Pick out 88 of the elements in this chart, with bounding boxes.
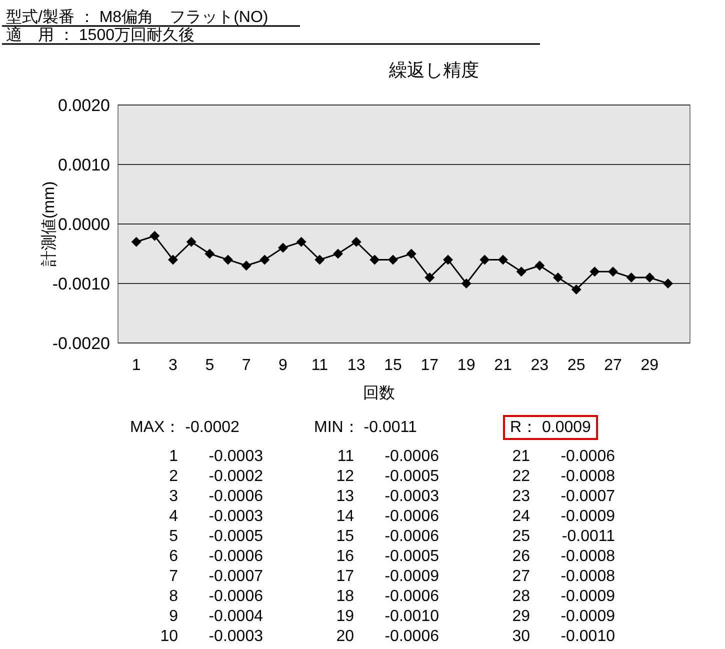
text: 16 -0.0005 [336, 548, 439, 565]
text: R： 0.0009 [510, 419, 592, 436]
point [388, 254, 398, 265]
text: 11 -0.0006 [337, 448, 439, 465]
x-tick-label: 1 [132, 357, 141, 374]
text: 10 -0.0003 [160, 628, 263, 645]
point [296, 236, 306, 247]
x-tick-label: 17 [420, 357, 439, 374]
text: 29 -0.0009 [512, 608, 615, 625]
text: 9 -0.0004 [169, 608, 263, 625]
x-tick-label: 7 [242, 357, 251, 374]
point [553, 272, 563, 283]
x-tick-label: 19 [457, 357, 476, 374]
chart-title: 繰返し精度 [388, 60, 479, 80]
point [480, 254, 490, 265]
text: 20 -0.0006 [336, 628, 439, 645]
y-tick-label: 0.0020 [58, 96, 110, 115]
text: 8 -0.0006 [169, 588, 263, 605]
point [131, 236, 142, 247]
x-tick-label: 13 [347, 357, 366, 374]
point [241, 260, 252, 271]
text: 26 -0.0008 [512, 548, 615, 565]
text: 型式/製番 ： M8偏角 フラット(NO) [6, 8, 268, 26]
text: 27 -0.0008 [512, 568, 615, 585]
text: 22 -0.0008 [512, 468, 615, 485]
text: 7 -0.0007 [169, 568, 263, 585]
point [424, 272, 435, 283]
text: 14 -0.0006 [336, 508, 439, 525]
point [663, 278, 673, 288]
point [186, 236, 196, 247]
point [534, 260, 545, 271]
text: 12 -0.0005 [336, 468, 439, 485]
text: 13 -0.0003 [336, 488, 439, 505]
point [406, 248, 416, 259]
text: 19 -0.0010 [336, 608, 439, 625]
y-tick-label: 0.0010 [58, 156, 110, 174]
text: 5 -0.0005 [169, 528, 263, 545]
x-tick-label: 25 [567, 357, 586, 374]
y-tick-label: -0.0010 [52, 274, 110, 294]
point [333, 248, 343, 259]
x-tick-label: 21 [494, 357, 512, 374]
text: 6 -0.0006 [169, 548, 263, 565]
text: 23 -0.0007 [512, 488, 615, 505]
x-tick-label: 3 [168, 357, 178, 374]
point [516, 266, 526, 277]
x-tick-label: 11 [311, 357, 328, 374]
text: 21 -0.0006 [512, 448, 615, 465]
y-tick-label: -0.0020 [52, 334, 110, 353]
point [608, 266, 618, 277]
text: 30 -0.0010 [512, 628, 615, 645]
x-tick-label: 23 [530, 357, 549, 374]
x-tick-label: 9 [278, 357, 288, 374]
text: 1 -0.0003 [169, 448, 263, 465]
text: 24 -0.0009 [512, 508, 615, 525]
x-tick-label: 15 [384, 357, 402, 374]
x-tick-label: 5 [205, 357, 214, 374]
text: 15 -0.0006 [336, 528, 439, 545]
y-axis-title: 計測値(mm) [40, 181, 58, 267]
text: 18 -0.0006 [336, 588, 439, 605]
point [204, 248, 215, 259]
text: 適 用 ： 1500万回耐久後 [6, 26, 194, 44]
text: 25 -0.0011 [512, 528, 615, 545]
y-tick-label: 0.0000 [58, 215, 110, 234]
x-tick-label: 29 [640, 357, 659, 374]
point [498, 254, 508, 265]
point [644, 272, 655, 283]
point [351, 236, 362, 247]
text: MIN： -0.0011 [314, 419, 417, 436]
point [626, 272, 636, 283]
point [150, 230, 160, 241]
text: 2 -0.0002 [169, 468, 263, 485]
text: 4 -0.0003 [169, 508, 263, 525]
point [223, 254, 233, 265]
point [278, 242, 288, 253]
point [168, 254, 178, 265]
point [260, 254, 270, 265]
point [443, 254, 453, 265]
text: 28 -0.0009 [512, 588, 615, 605]
x-axis-title: 回数 [363, 385, 395, 402]
x-tick-label: 27 [604, 357, 622, 374]
point [590, 266, 600, 277]
point [571, 284, 582, 294]
point [314, 254, 325, 265]
text: 17 -0.0009 [336, 568, 439, 585]
text: MAX： -0.0002 [130, 419, 240, 436]
point [370, 254, 380, 265]
text: 3 -0.0006 [169, 488, 263, 505]
point [461, 278, 472, 288]
